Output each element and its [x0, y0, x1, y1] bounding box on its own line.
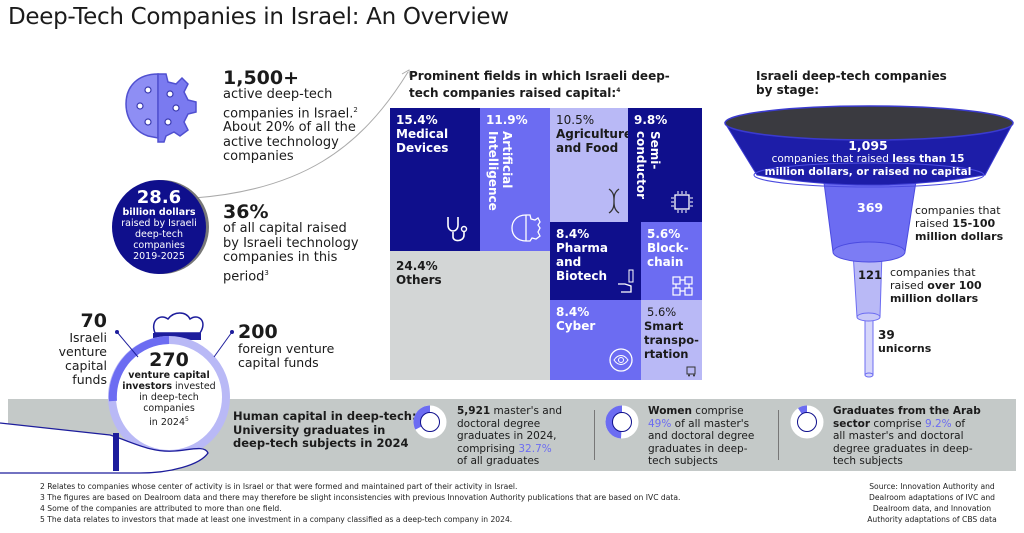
- stethoscope-icon: [447, 217, 468, 242]
- field-medical-devices: 15.4% Medical Devices: [390, 108, 480, 251]
- field-pharma-biotech: 8.4% Pharma and Biotech: [550, 222, 641, 300]
- field-agriculture-food: 10.5% Agriculture and Food: [550, 108, 628, 222]
- arab-sector-stat: Graduates from the Arab sector comprise …: [833, 405, 981, 467]
- field-blockchain: 5.6% Block-chain: [641, 222, 702, 300]
- blockchain-icon: [672, 276, 693, 296]
- field-smart-transportation: 5.6% Smart transpo-rtation: [641, 300, 702, 380]
- field-semiconductor: 9.8% Semi- conductor: [628, 108, 702, 222]
- stat-share: 36% of all capital raised by Israeli tec…: [223, 201, 359, 284]
- page-title: Deep-Tech Companies in Israel: An Overvi…: [8, 4, 509, 30]
- field-cyber: 8.4% Cyber: [550, 300, 641, 380]
- donut-hole: [797, 412, 817, 432]
- capital-circle: 28.6 billion dollars raised by Israeli d…: [112, 180, 206, 274]
- eye-icon: [609, 348, 633, 372]
- connector-arrow-icon: [191, 69, 411, 200]
- total-investors: 270 venture capital investors invested i…: [122, 349, 216, 429]
- human-capital-title: Human capital in deep-tech: University gr…: [233, 409, 417, 450]
- stat-companies: 1,500+ active deep-tech companies in Isr…: [223, 67, 358, 165]
- lab-hand-icon: [618, 269, 634, 293]
- vehicle-icon: [686, 366, 696, 377]
- stages-title: Israeli deep-tech companies by stage:: [756, 69, 947, 97]
- footnotes: 2 Relates to companies whose center of a…: [40, 482, 681, 524]
- field-ai: 11.9% Artificial Intelligence: [480, 108, 550, 251]
- women-stat: Women comprise 49% of all master's and d…: [648, 405, 755, 467]
- donut-hole: [612, 412, 632, 432]
- donut-women: [605, 405, 639, 439]
- brain-gear-icon: [511, 214, 541, 242]
- foreign-vc-funds: 200 foreign venture capital funds: [238, 321, 335, 370]
- donut-arab-sector: [790, 405, 824, 439]
- stage-1: 1,095 companies that raised less than 15…: [764, 138, 972, 178]
- graduates-stat: 5,921 master's and doctoral degree gradua…: [457, 405, 563, 467]
- divider: [594, 410, 595, 460]
- donut-fill: [413, 405, 431, 430]
- stage-2-label: companies that raised 15-100 million dol…: [915, 204, 1004, 243]
- israeli-vc-funds: 70 Israeli venture capital funds: [58, 310, 107, 387]
- field-others: 24.4% Others: [390, 251, 550, 380]
- stage-3-label: companies that raised over 100 million d…: [890, 266, 982, 305]
- donut-fill: [797, 405, 808, 415]
- money-bag-hand-icon: [0, 312, 234, 474]
- source-note: Source: Innovation Authority and Dealroo…: [867, 482, 997, 524]
- divider: [778, 410, 779, 460]
- stage-4: 39 unicorns: [878, 328, 932, 356]
- fields-title: Prominent fields in which Israeli deep- …: [409, 69, 670, 100]
- donut-graduates: [413, 405, 447, 439]
- chip-icon: [671, 191, 693, 213]
- stage-3-value: 121: [858, 268, 883, 282]
- stage-funnel: [724, 105, 1014, 378]
- donut-fill: [605, 405, 623, 439]
- donut-hole: [420, 412, 440, 432]
- dna-icon: [608, 188, 620, 214]
- stage-2-value: 369: [857, 200, 884, 215]
- brain-gear-icon: [125, 73, 197, 143]
